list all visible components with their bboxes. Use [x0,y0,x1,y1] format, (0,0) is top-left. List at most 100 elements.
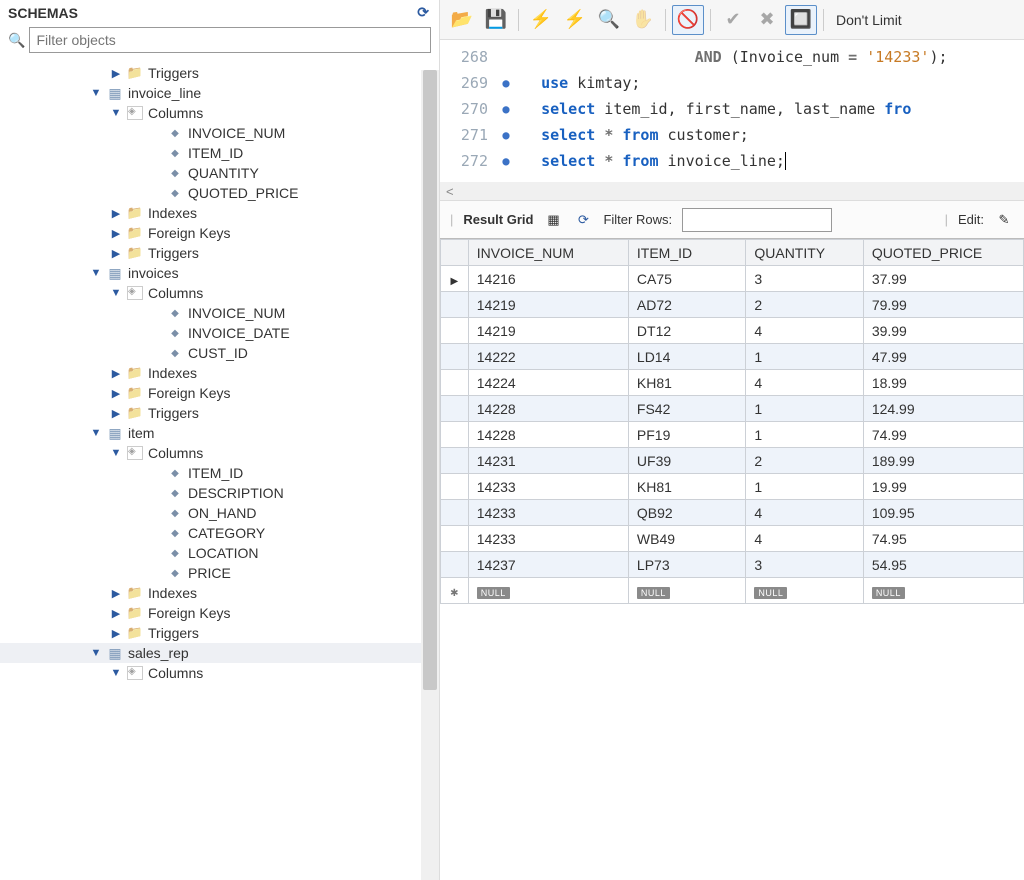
tree-item[interactable]: PRICE [0,565,439,581]
table-cell[interactable]: QB92 [628,500,745,526]
code-text[interactable]: select item_id, first_name, last_name fr… [514,100,1024,118]
code-text[interactable]: select * from invoice_line; [514,152,1024,171]
tree-arrow-icon[interactable] [110,447,122,459]
tree-item[interactable]: Indexes [0,205,439,221]
tree-item[interactable]: item [0,425,439,441]
table-cell[interactable]: UF39 [628,448,745,474]
table-cell[interactable]: 79.99 [863,292,1023,318]
tree-item[interactable]: Triggers [0,245,439,261]
tree-item[interactable]: Columns [0,105,439,121]
table-cell[interactable]: 14219 [468,292,628,318]
table-cell[interactable]: 54.95 [863,552,1023,578]
table-cell[interactable]: KH81 [628,474,745,500]
table-cell[interactable]: 1 [746,396,863,422]
tree-item[interactable]: Columns [0,665,439,681]
tree-item[interactable]: Indexes [0,585,439,601]
breakpoint-dot[interactable]: ● [498,76,514,90]
edit-icon[interactable]: ✎ [994,210,1014,230]
tree-item[interactable]: Foreign Keys [0,385,439,401]
result-grid[interactable]: INVOICE_NUMITEM_IDQUANTITYQUOTED_PRICE14… [440,238,1024,604]
explain-button[interactable]: 🔍 [593,5,625,35]
row-header[interactable] [441,318,469,344]
table-cell[interactable]: 1 [746,422,863,448]
row-header[interactable] [441,500,469,526]
tree-item[interactable]: QUANTITY [0,165,439,181]
editor-hscroll[interactable]: < [440,182,1024,200]
tree-scrollbar[interactable] [421,70,439,880]
table-cell[interactable]: 14216 [468,266,628,292]
tree-item[interactable]: invoice_line [0,85,439,101]
tree-arrow-icon[interactable] [110,607,122,620]
sql-editor[interactable]: 268 AND (Invoice_num = '14233');269● use… [440,40,1024,182]
tree-item[interactable]: Foreign Keys [0,605,439,621]
tree-arrow-icon[interactable] [110,387,122,400]
table-cell[interactable]: 14228 [468,396,628,422]
tree-arrow-icon[interactable] [110,207,122,220]
table-cell[interactable]: 14231 [468,448,628,474]
tree-item[interactable]: ITEM_ID [0,465,439,481]
cell-null[interactable]: NULL [468,578,628,604]
column-header[interactable]: INVOICE_NUM [468,240,628,266]
cell-null[interactable]: NULL [628,578,745,604]
table-cell[interactable]: 2 [746,292,863,318]
refresh-icon[interactable]: ⟳ [417,4,429,21]
tree-item[interactable]: Indexes [0,365,439,381]
tree-arrow-icon[interactable] [110,287,122,299]
table-cell[interactable]: 1 [746,474,863,500]
save-button[interactable]: 💾 [480,5,512,35]
table-cell[interactable]: 2 [746,448,863,474]
tree-arrow-icon[interactable] [110,587,122,600]
toggle-2-button[interactable]: 🔲 [785,5,817,35]
filter-objects-input[interactable] [29,27,431,53]
table-cell[interactable]: 74.99 [863,422,1023,448]
row-header[interactable] [441,266,469,292]
table-cell[interactable]: KH81 [628,370,745,396]
schema-tree[interactable]: Triggers invoice_line Columns INVOICE_NUM IT… [0,59,439,880]
table-cell[interactable]: 14219 [468,318,628,344]
row-header[interactable] [441,396,469,422]
table-cell[interactable]: 109.95 [863,500,1023,526]
grid-view-icon[interactable]: ▦ [543,210,563,230]
execute-button[interactable]: ⚡ [525,5,557,35]
row-header[interactable] [441,448,469,474]
tree-arrow-icon[interactable] [90,267,102,279]
breakpoint-dot[interactable]: ● [498,128,514,142]
row-header[interactable] [441,526,469,552]
table-cell[interactable]: 18.99 [863,370,1023,396]
table-cell[interactable]: 14233 [468,474,628,500]
table-cell[interactable]: 47.99 [863,344,1023,370]
tree-arrow-icon[interactable] [90,427,102,439]
limit-dropdown[interactable]: Don't Limit [836,12,902,28]
tree-item[interactable]: CUST_ID [0,345,439,361]
tree-item[interactable]: LOCATION [0,545,439,561]
cell-null[interactable]: NULL [863,578,1023,604]
rollback-button[interactable]: ✖ [751,5,783,35]
table-cell[interactable]: 14233 [468,526,628,552]
tree-arrow-icon[interactable] [90,647,102,659]
table-cell[interactable]: 189.99 [863,448,1023,474]
row-header[interactable] [441,422,469,448]
table-cell[interactable]: 4 [746,500,863,526]
table-cell[interactable]: 3 [746,552,863,578]
tree-item[interactable]: Columns [0,445,439,461]
tree-item[interactable]: INVOICE_NUM [0,125,439,141]
cell-null[interactable]: NULL [746,578,863,604]
breakpoint-dot[interactable]: ● [498,102,514,116]
row-header[interactable] [441,552,469,578]
tree-item[interactable]: Columns [0,285,439,301]
table-cell[interactable]: 14233 [468,500,628,526]
table-cell[interactable]: CA75 [628,266,745,292]
table-cell[interactable]: 19.99 [863,474,1023,500]
tree-item[interactable]: Triggers [0,65,439,81]
table-cell[interactable]: DT12 [628,318,745,344]
code-text[interactable]: select * from customer; [514,126,1024,144]
tree-arrow-icon[interactable] [110,247,122,260]
table-cell[interactable]: AD72 [628,292,745,318]
tree-arrow-icon[interactable] [110,367,122,380]
code-text[interactable]: use kimtay; [514,74,1024,92]
commit-button[interactable]: ✔ [717,5,749,35]
open-file-button[interactable]: 📂 [446,5,478,35]
table-cell[interactable]: 74.95 [863,526,1023,552]
tree-arrow-icon[interactable] [110,407,122,420]
tree-item[interactable]: Triggers [0,405,439,421]
